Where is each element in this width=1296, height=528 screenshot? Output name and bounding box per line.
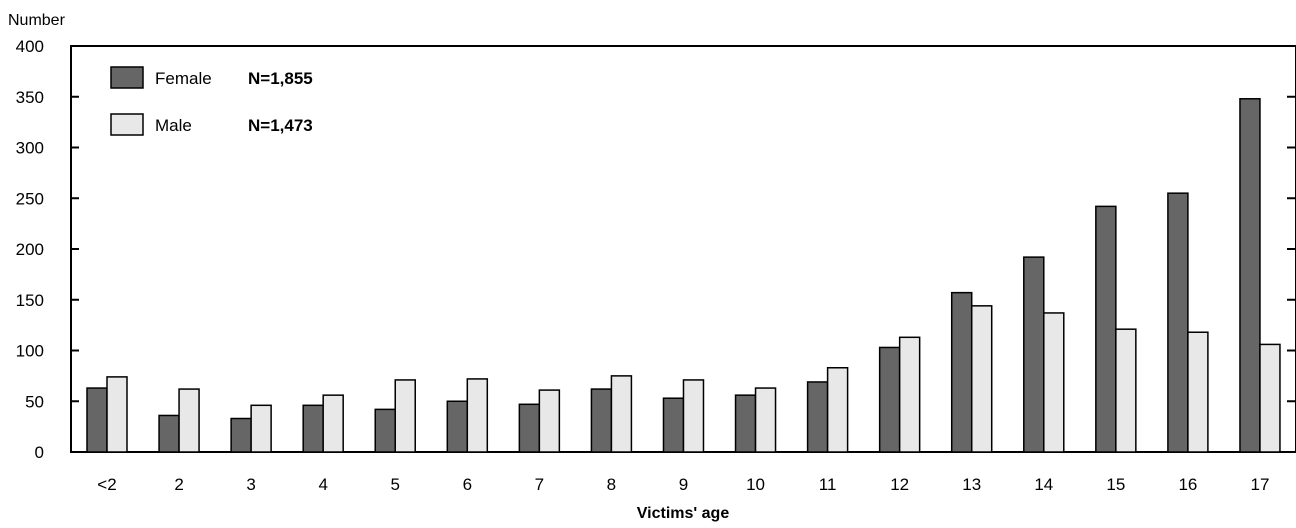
- bar-male-14: [1115, 328, 1137, 453]
- x-tick-label: 14: [1034, 475, 1053, 494]
- bar-female-5: [446, 400, 469, 453]
- bars-group: [86, 98, 1281, 453]
- x-tick-label: 5: [391, 475, 400, 494]
- x-tick-label: 10: [746, 475, 765, 494]
- bar-female-7: [590, 388, 613, 453]
- bar-female-3: [302, 404, 324, 453]
- bar-male-9: [754, 387, 777, 453]
- x-tick-label: 4: [318, 475, 327, 494]
- bar-male-0: [106, 376, 128, 453]
- x-tick-label: 3: [246, 475, 255, 494]
- bar-female-1: [158, 414, 180, 453]
- y-tick-label: 100: [16, 342, 44, 361]
- legend-swatch-male: [110, 113, 144, 136]
- legend-total-male: N=1,473: [248, 116, 313, 135]
- bar-male-16: [1259, 343, 1281, 453]
- y-tick-label: 300: [16, 139, 44, 158]
- bar-male-13: [1043, 312, 1065, 453]
- y-tick-label: 350: [16, 88, 44, 107]
- bar-female-16: [1239, 98, 1261, 453]
- x-tick-label: <2: [97, 475, 116, 494]
- y-tick-label: 250: [16, 189, 44, 208]
- bar-female-10: [806, 381, 829, 453]
- x-tick-label: 7: [535, 475, 544, 494]
- x-tick-label: 6: [463, 475, 472, 494]
- bar-female-9: [734, 394, 757, 453]
- x-tick-label: 11: [819, 475, 837, 494]
- bar-male-5: [466, 378, 489, 453]
- y-tick-label: 150: [16, 291, 44, 310]
- bar-female-2: [230, 417, 252, 453]
- y-axis-title: Number: [8, 12, 66, 29]
- x-tick-label: 16: [1178, 475, 1197, 494]
- x-axis-title: Victims' age: [637, 505, 730, 522]
- bar-male-12: [970, 305, 993, 453]
- bar-female-12: [950, 291, 973, 453]
- x-tick-label: 12: [890, 475, 909, 494]
- bar-male-15: [1187, 331, 1209, 453]
- y-axis: 0 50 100 150 200 250 300 350 400: [16, 37, 1296, 462]
- legend-swatch-female: [110, 66, 144, 89]
- x-tick-label: 2: [174, 475, 183, 494]
- x-tick-label: 15: [1106, 475, 1125, 494]
- y-tick-label: 400: [16, 37, 44, 56]
- bar-female-15: [1167, 192, 1189, 453]
- bar-male-6: [538, 389, 561, 453]
- y-tick-label: 50: [25, 392, 44, 411]
- bar-female-4: [374, 408, 396, 453]
- bar-female-8: [662, 397, 685, 453]
- bar-female-11: [878, 346, 901, 453]
- y-tick-label: 200: [16, 240, 44, 259]
- y-tick-label: 0: [35, 443, 44, 462]
- bar-male-7: [610, 375, 633, 453]
- bar-male-3: [322, 394, 344, 453]
- x-tick-label: 9: [679, 475, 688, 494]
- bar-male-10: [826, 367, 849, 453]
- bar-female-6: [518, 403, 541, 453]
- bar-female-14: [1095, 205, 1117, 453]
- bar-male-11: [898, 336, 921, 453]
- x-tick-label: 13: [962, 475, 981, 494]
- legend: Female N=1,855 Male N=1,473: [110, 66, 313, 136]
- legend-label-male: Male: [155, 116, 192, 135]
- legend-total-female: N=1,855: [248, 69, 313, 88]
- bar-female-13: [1023, 256, 1045, 453]
- bar-male-1: [178, 388, 200, 453]
- bar-female-0: [86, 387, 108, 453]
- bar-male-2: [250, 404, 272, 453]
- x-tick-label: 17: [1250, 475, 1269, 494]
- legend-label-female: Female: [155, 69, 212, 88]
- x-axis: <2 2 3 4 5 6 7 8 9 10 11 12 13 14 15 16 17: [97, 475, 1269, 494]
- x-tick-label: 8: [607, 475, 616, 494]
- bar-male-8: [682, 379, 705, 453]
- bar-male-4: [394, 379, 416, 453]
